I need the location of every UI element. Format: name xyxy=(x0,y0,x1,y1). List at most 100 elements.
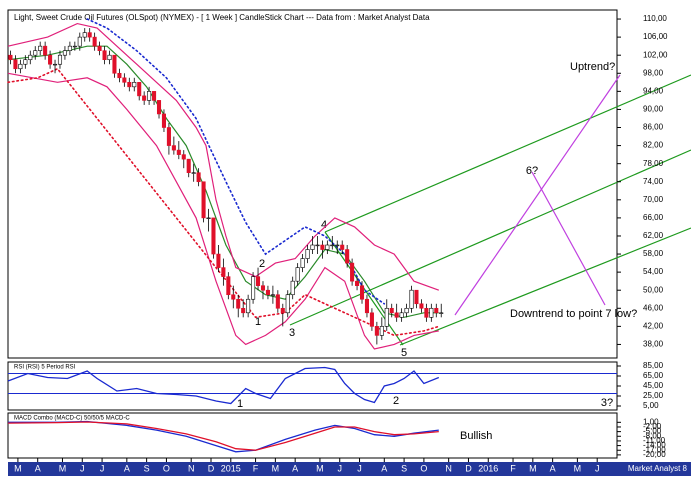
y-tick-label: 50,00 xyxy=(643,285,664,294)
candle-body xyxy=(404,307,409,314)
candle-body xyxy=(142,95,147,101)
candle-body xyxy=(364,298,369,314)
y-tick-label: -2,00 xyxy=(643,422,662,431)
candle-body xyxy=(166,127,171,146)
candle-body xyxy=(285,294,290,314)
y-tick-label: 85,00 xyxy=(643,361,664,370)
candle-body xyxy=(102,50,107,61)
candle-body xyxy=(53,63,58,66)
candle-body xyxy=(28,54,33,61)
candle-body xyxy=(439,312,444,314)
pitchfork-line xyxy=(289,149,691,326)
candle-body xyxy=(280,307,285,314)
panel-title: RSI (RSI) 5 Period RSI xyxy=(14,365,76,371)
y-tick-label: 102,00 xyxy=(643,50,668,59)
candle-body xyxy=(300,258,305,268)
x-tick-label: O xyxy=(420,463,427,473)
candle-body xyxy=(345,249,350,264)
candle-body xyxy=(77,36,82,47)
y-tick-label: 58,00 xyxy=(643,249,664,258)
y-tick-label: 1,00 xyxy=(643,417,659,426)
candle-body xyxy=(389,307,394,314)
y-tick-label: 46,00 xyxy=(643,303,664,312)
candle-body xyxy=(359,285,365,300)
candle-body xyxy=(350,262,355,282)
annotation: 1 xyxy=(255,316,261,328)
candle-body xyxy=(87,32,92,38)
candle-body xyxy=(33,50,38,56)
candle-body xyxy=(132,82,137,88)
candle-body xyxy=(270,294,275,296)
candle-body xyxy=(112,54,117,74)
line xyxy=(7,366,440,405)
candle-body xyxy=(48,54,53,65)
candle-body xyxy=(191,172,196,174)
y-tick-label: 54,00 xyxy=(643,267,664,276)
line xyxy=(7,22,440,291)
candle-body xyxy=(156,100,162,115)
candle-body xyxy=(315,244,320,247)
candle-body xyxy=(92,36,97,47)
x-tick-label: S xyxy=(401,463,407,473)
price-panel xyxy=(7,9,618,359)
pitchfork-line xyxy=(399,227,691,346)
candle-body xyxy=(241,307,246,314)
candle-body xyxy=(107,54,112,61)
x-tick-label: D xyxy=(465,463,472,473)
y-tick-label: 110,00 xyxy=(643,14,667,23)
x-tick-label: J xyxy=(100,463,105,473)
candle-body xyxy=(221,267,226,277)
candle-body xyxy=(305,249,310,259)
candle-body xyxy=(434,307,439,314)
x-tick-label: 2015 xyxy=(221,463,241,473)
y-tick-label: 90,00 xyxy=(643,105,664,114)
x-tick-label: J xyxy=(80,463,85,473)
candle-body xyxy=(340,244,345,250)
y-tick-label: 78,00 xyxy=(643,159,664,168)
x-tick-label: D xyxy=(208,463,215,473)
pitchfork-line xyxy=(324,74,691,233)
candle-body xyxy=(137,82,142,97)
candle-body xyxy=(419,303,424,309)
candle-body xyxy=(275,294,280,309)
y-tick-label: -8,00 xyxy=(643,431,662,440)
x-tick-label: M xyxy=(14,463,22,473)
annotation: 4 xyxy=(321,219,327,231)
y-tick-label: 74,00 xyxy=(643,177,664,186)
projection-line xyxy=(531,171,606,306)
x-tick-label: O xyxy=(163,463,170,473)
candle-body xyxy=(161,113,166,128)
candle-body xyxy=(97,45,102,51)
annotation: 5 xyxy=(401,347,407,359)
line xyxy=(86,18,386,305)
line xyxy=(7,67,440,337)
candle-body xyxy=(330,244,335,247)
candle-body xyxy=(152,91,157,101)
candle-body xyxy=(384,307,389,327)
panel-title: MACD Combo (MACD-C) 50/50/5 MACD-C xyxy=(14,416,130,422)
x-tick-label: A xyxy=(381,463,387,473)
candle-body xyxy=(320,244,325,250)
y-tick-label: 94,00 xyxy=(643,86,664,95)
candle-body xyxy=(409,289,414,309)
candle-body xyxy=(260,285,266,291)
annotation: 1 xyxy=(237,398,243,410)
candle-body xyxy=(226,276,231,296)
candle-body xyxy=(181,154,186,160)
candle-body xyxy=(23,59,28,65)
candle-body xyxy=(62,50,67,56)
y-tick-label: 98,00 xyxy=(643,68,664,77)
annotation: Uptrend? xyxy=(570,61,615,73)
x-tick-label: F xyxy=(253,463,259,473)
x-tick-label: A xyxy=(124,463,130,473)
candle-body xyxy=(122,77,127,83)
y-tick-label: 66,00 xyxy=(643,213,664,222)
line xyxy=(7,45,439,318)
y-tick-label: 38,00 xyxy=(643,340,664,349)
x-tick-label: M xyxy=(272,463,280,473)
candle-body xyxy=(176,149,181,155)
x-tick-label: M xyxy=(316,463,324,473)
macd-panel xyxy=(7,412,618,459)
